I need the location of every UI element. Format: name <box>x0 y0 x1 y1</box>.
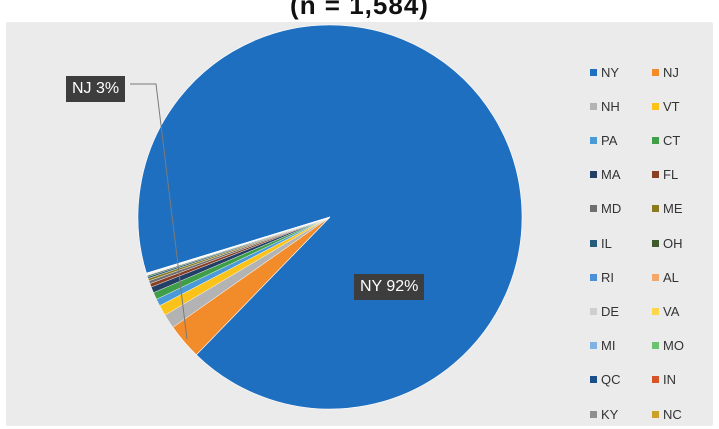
legend-label: DE <box>601 303 620 319</box>
legend-label: MO <box>663 338 684 354</box>
legend-swatch <box>652 376 659 384</box>
legend-label: KY <box>601 406 619 422</box>
legend-item-ct: CT <box>652 130 680 150</box>
legend-label: MD <box>601 201 622 217</box>
legend-swatch <box>652 239 659 247</box>
legend-item-ri: RI <box>590 267 614 287</box>
legend-swatch <box>590 376 597 384</box>
legend-swatch <box>590 205 597 213</box>
legend-item-oh: OH <box>652 233 683 253</box>
legend-label: QC <box>601 372 621 388</box>
legend-item-me: ME <box>652 199 683 219</box>
legend-item-nc: NC <box>652 404 682 424</box>
legend-item-ny: NY <box>590 62 619 82</box>
legend-swatch <box>590 171 597 179</box>
legend-label: AL <box>663 269 679 285</box>
legend-swatch <box>652 205 659 213</box>
legend-item-mi: MI <box>590 336 615 356</box>
legend-item-ma: MA <box>590 165 621 185</box>
legend-item-al: AL <box>652 267 679 287</box>
legend-item-fl: FL <box>652 165 678 185</box>
leader-line-nj <box>130 83 188 340</box>
legend-label: VT <box>663 98 680 114</box>
legend-label: OH <box>663 235 683 251</box>
data-label-nj: NJ 3% <box>66 76 126 102</box>
pie-slice-nc <box>146 216 331 274</box>
legend-swatch <box>652 136 659 144</box>
legend-label: CT <box>663 132 681 148</box>
legend-swatch <box>652 102 659 110</box>
legend-item-nh: NH <box>590 96 620 116</box>
legend-item-pa: PA <box>590 130 617 150</box>
data-label-ny: NY 92% <box>354 274 425 300</box>
legend-swatch <box>590 342 597 350</box>
legend-swatch <box>590 410 597 418</box>
legend-item-ky: KY <box>590 404 618 424</box>
legend-label: VA <box>663 303 680 319</box>
legend-label: NC <box>663 406 682 422</box>
pie-chart <box>130 24 523 410</box>
legend-swatch <box>652 342 659 350</box>
legend-swatch <box>590 136 597 144</box>
legend-label: FL <box>663 167 679 183</box>
legend-label: PA <box>601 132 618 148</box>
legend-item-mo: MO <box>652 336 684 356</box>
legend-swatch <box>590 68 597 76</box>
legend-swatch <box>652 307 659 315</box>
legend-swatch <box>590 102 597 110</box>
legend-label: RI <box>601 269 614 285</box>
legend-swatch <box>652 171 659 179</box>
legend-label: MA <box>601 167 621 183</box>
legend-item-in: IN <box>652 370 676 390</box>
legend-swatch <box>590 307 597 315</box>
legend-label: NY <box>601 64 620 80</box>
legend-label: MI <box>601 338 616 354</box>
chart-area: NY NJ NH VT PA CT MA FL MD ME IL OH RI AL DE VA MI MO QC IN… <box>6 22 713 426</box>
legend-item-va: VA <box>652 301 679 321</box>
legend-item-de: DE <box>590 301 619 321</box>
chart-title: (n = 1,584) <box>290 0 429 20</box>
legend-label: NJ <box>663 64 679 80</box>
legend-swatch <box>652 410 659 418</box>
legend-label: IN <box>663 372 676 388</box>
legend-item-md: MD <box>590 199 621 219</box>
legend-swatch <box>652 68 659 76</box>
legend-item-qc: QC <box>590 370 621 390</box>
legend-swatch <box>590 273 597 281</box>
legend-label: IL <box>601 235 612 251</box>
legend-swatch <box>652 273 659 281</box>
legend-item-il: IL <box>590 233 612 253</box>
legend-label: NH <box>601 98 620 114</box>
legend-item-vt: VT <box>652 96 680 116</box>
legend-item-nj: NJ <box>652 62 679 82</box>
legend-label: ME <box>663 201 683 217</box>
legend-swatch <box>590 239 597 247</box>
